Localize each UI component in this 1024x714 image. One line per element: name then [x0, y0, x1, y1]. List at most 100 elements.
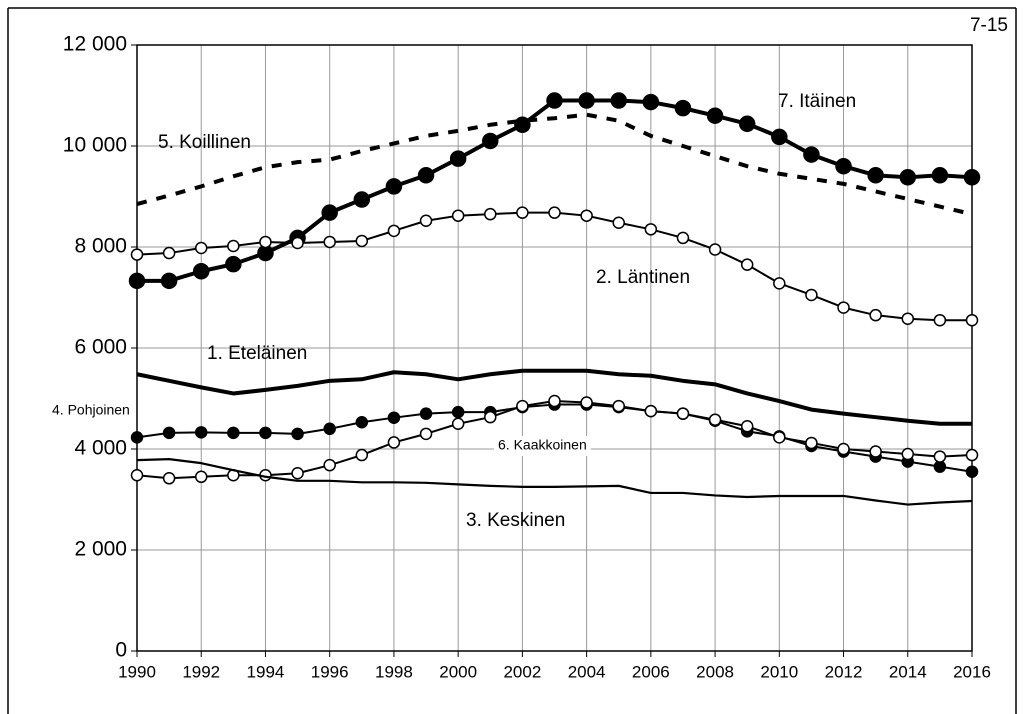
- point: [482, 132, 499, 150]
- y-tick-label: 12 000: [63, 33, 127, 56]
- point: [130, 248, 144, 261]
- point: [933, 450, 947, 463]
- point: [805, 436, 818, 450]
- point: [676, 407, 690, 420]
- point: [740, 258, 754, 271]
- point: [708, 413, 722, 426]
- point: [130, 431, 144, 444]
- point: [387, 411, 401, 424]
- series-label: 1. Eteläinen: [207, 343, 307, 364]
- x-tick-label: 2012: [825, 662, 863, 681]
- point: [708, 243, 722, 256]
- point: [516, 399, 529, 413]
- x-tick-label: 2006: [632, 662, 670, 681]
- series-line: [136, 368, 972, 426]
- point: [803, 146, 820, 163]
- point: [931, 167, 949, 184]
- point: [385, 178, 403, 195]
- x-tick-label: 1998: [375, 662, 413, 681]
- point: [546, 92, 563, 109]
- point: [128, 272, 146, 290]
- point: [192, 262, 210, 280]
- point: [644, 223, 658, 236]
- point: [321, 204, 338, 221]
- point: [387, 436, 401, 449]
- x-tick-label: 1992: [182, 662, 220, 681]
- y-tick-label: 8 000: [74, 235, 127, 258]
- series-line: [136, 112, 973, 217]
- point: [291, 466, 304, 480]
- point: [194, 241, 208, 255]
- point: [805, 288, 818, 302]
- point: [225, 255, 242, 273]
- point: [451, 417, 465, 430]
- point: [227, 426, 240, 440]
- point: [612, 399, 625, 413]
- point: [837, 301, 850, 314]
- point: [516, 206, 529, 219]
- point: [644, 404, 658, 418]
- point: [642, 93, 660, 111]
- y-tick-label: 2 000: [74, 538, 127, 561]
- point: [162, 426, 176, 440]
- x-tick-label: 2010: [760, 662, 798, 681]
- point: [676, 231, 690, 245]
- point: [869, 445, 882, 458]
- series-label: 2. Läntinen: [596, 267, 690, 288]
- point: [674, 99, 692, 117]
- y-tick-label: 4 000: [74, 437, 127, 460]
- y-tick-label: 0: [115, 639, 127, 662]
- label-background: [494, 436, 591, 456]
- point: [773, 277, 786, 290]
- point: [580, 396, 593, 409]
- point: [194, 470, 208, 484]
- point: [965, 465, 979, 478]
- point: [933, 313, 947, 327]
- y-tick-label: 6 000: [74, 336, 127, 359]
- x-tick-label: 2008: [696, 662, 734, 681]
- point: [387, 224, 401, 238]
- point: [580, 209, 593, 222]
- point: [160, 272, 178, 290]
- x-tick-label: 2016: [953, 662, 991, 681]
- point: [451, 209, 465, 222]
- x-tick-label: 2004: [568, 662, 606, 681]
- label-background: [48, 401, 134, 421]
- point: [965, 313, 979, 327]
- point: [419, 427, 433, 441]
- point: [867, 167, 884, 184]
- point: [965, 448, 979, 462]
- point: [323, 422, 336, 436]
- point: [706, 107, 724, 124]
- x-tick-label: 1996: [311, 662, 349, 681]
- point: [355, 415, 369, 429]
- series-label: 7. Itäinen: [778, 91, 856, 112]
- point: [355, 234, 369, 248]
- point: [451, 405, 465, 419]
- point: [259, 235, 272, 249]
- point: [323, 235, 336, 249]
- series-label: 3. Keskinen: [466, 510, 565, 531]
- point: [449, 150, 467, 167]
- point: [259, 426, 272, 440]
- point: [612, 216, 625, 230]
- point: [610, 92, 627, 109]
- x-tick-label: 1990: [118, 662, 156, 681]
- series-line: [136, 458, 973, 506]
- point: [835, 157, 852, 175]
- point: [484, 410, 497, 424]
- point: [353, 191, 371, 208]
- point: [355, 448, 369, 462]
- point: [578, 92, 595, 109]
- point: [162, 472, 176, 485]
- point: [291, 427, 304, 441]
- point: [419, 407, 433, 420]
- y-tick-label: 10 000: [63, 134, 127, 157]
- series-label: 4. Pohjoinen: [52, 402, 130, 418]
- point: [514, 116, 531, 134]
- point: [227, 239, 240, 253]
- point: [419, 214, 433, 227]
- point: [899, 169, 917, 186]
- x-tick-label: 1994: [247, 662, 285, 681]
